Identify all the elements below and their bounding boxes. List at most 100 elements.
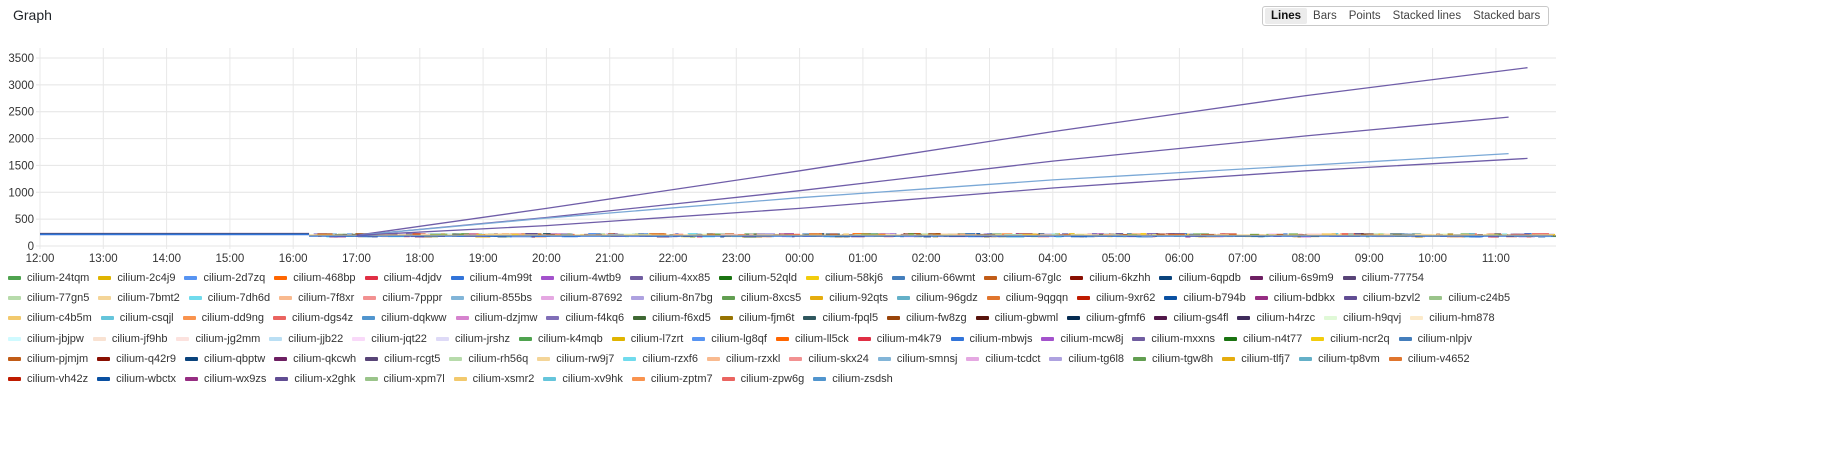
- legend-item[interactable]: cilium-wbctx: [97, 373, 176, 385]
- legend-item[interactable]: cilium-tg6l8: [1049, 353, 1124, 365]
- legend-item[interactable]: cilium-855bs: [451, 292, 532, 304]
- legend-item[interactable]: cilium-77gn5: [8, 292, 89, 304]
- legend-item[interactable]: cilium-hm878: [1410, 312, 1495, 324]
- stacked-lines-mode-button[interactable]: Stacked lines: [1392, 10, 1462, 22]
- legend-item[interactable]: cilium-xpm7l: [364, 373, 445, 385]
- legend-item[interactable]: cilium-24tqm: [8, 272, 89, 284]
- legend-item[interactable]: cilium-pjmjm: [8, 353, 88, 365]
- legend-item[interactable]: cilium-9xr62: [1077, 292, 1155, 304]
- legend-item[interactable]: cilium-bdbkx: [1254, 292, 1335, 304]
- legend-item[interactable]: cilium-smnsj: [877, 353, 957, 365]
- legend-item[interactable]: cilium-n4t77: [1223, 333, 1302, 345]
- legend-item[interactable]: cilium-6s9m9: [1249, 272, 1334, 284]
- legend-item[interactable]: cilium-c4b5m: [8, 312, 92, 324]
- legend-item[interactable]: cilium-96gdz: [896, 292, 978, 304]
- stacked-bars-mode-button[interactable]: Stacked bars: [1473, 10, 1541, 22]
- legend-item[interactable]: cilium-7bmt2: [98, 292, 180, 304]
- legend-item[interactable]: cilium-ll5ck: [775, 333, 849, 345]
- legend-item[interactable]: cilium-lg8qf: [692, 333, 767, 345]
- legend-item[interactable]: cilium-4djdv: [364, 272, 442, 284]
- legend-item[interactable]: cilium-b794b: [1164, 292, 1246, 304]
- legend-item[interactable]: cilium-8xcs5: [721, 292, 801, 304]
- legend-item[interactable]: cilium-h4rzc: [1237, 312, 1315, 324]
- legend-item[interactable]: cilium-qkcwh: [274, 353, 356, 365]
- legend-item[interactable]: cilium-jg2mm: [176, 333, 260, 345]
- legend-item[interactable]: cilium-m4k79: [857, 333, 942, 345]
- legend-item[interactable]: cilium-tlfj7: [1222, 353, 1290, 365]
- legend-item[interactable]: cilium-zptm7: [631, 373, 713, 385]
- legend-item[interactable]: cilium-2d7zq: [184, 272, 265, 284]
- legend-item[interactable]: cilium-52qld: [719, 272, 797, 284]
- legend-item[interactable]: cilium-rzxkl: [706, 353, 780, 365]
- series-line[interactable]: [356, 152, 1509, 236]
- legend-item[interactable]: cilium-87692: [541, 292, 622, 304]
- legend-item[interactable]: cilium-gbwml: [975, 312, 1058, 324]
- series-line[interactable]: [356, 67, 1528, 236]
- legend-item[interactable]: cilium-h9qvj: [1324, 312, 1401, 324]
- legend-item[interactable]: cilium-gs4fl: [1154, 312, 1228, 324]
- points-mode-button[interactable]: Points: [1348, 10, 1381, 22]
- legend-item[interactable]: cilium-4wtb9: [541, 272, 621, 284]
- legend-item[interactable]: cilium-6qpdb: [1159, 272, 1241, 284]
- legend-item[interactable]: cilium-rcgt5: [365, 353, 440, 365]
- legend-item[interactable]: cilium-58kj6: [805, 272, 883, 284]
- legend-item[interactable]: cilium-wx9zs: [185, 373, 266, 385]
- legend-item[interactable]: cilium-7dh6d: [188, 292, 270, 304]
- legend-item[interactable]: cilium-bzvl2: [1343, 292, 1420, 304]
- lines-mode-button[interactable]: Lines: [1265, 8, 1308, 24]
- legend-item[interactable]: cilium-mcw8j: [1041, 333, 1123, 345]
- legend-item[interactable]: cilium-xv9hk: [543, 373, 623, 385]
- legend-item[interactable]: cilium-4xx85: [630, 272, 710, 284]
- legend-item[interactable]: cilium-f6xd5: [633, 312, 711, 324]
- legend-item[interactable]: cilium-77754: [1342, 272, 1424, 284]
- legend-item[interactable]: cilium-fw8zg: [887, 312, 967, 324]
- legend-item[interactable]: cilium-67glc: [984, 272, 1061, 284]
- legend-item[interactable]: cilium-jqt22: [352, 333, 427, 345]
- legend-item[interactable]: cilium-k4mqb: [518, 333, 603, 345]
- legend-item[interactable]: cilium-dd9ng: [182, 312, 264, 324]
- series-line[interactable]: [356, 116, 1509, 236]
- legend-item[interactable]: cilium-xsmr2: [453, 373, 534, 385]
- legend-item[interactable]: cilium-jbjpw: [8, 333, 84, 345]
- legend-item[interactable]: cilium-66wmt: [892, 272, 975, 284]
- legend-item[interactable]: cilium-q42r9: [97, 353, 176, 365]
- legend-item[interactable]: cilium-c24b5: [1429, 292, 1510, 304]
- legend-item[interactable]: cilium-468bp: [274, 272, 356, 284]
- legend-item[interactable]: cilium-tgw8h: [1133, 353, 1213, 365]
- legend-item[interactable]: cilium-7pppr: [363, 292, 442, 304]
- legend-item[interactable]: cilium-ncr2q: [1311, 333, 1390, 345]
- legend-item[interactable]: cilium-fjm6t: [719, 312, 794, 324]
- legend-item[interactable]: cilium-v4652: [1388, 353, 1470, 365]
- legend-item[interactable]: cilium-2c4j9: [98, 272, 175, 284]
- legend-item[interactable]: cilium-qbptw: [185, 353, 265, 365]
- legend-item[interactable]: cilium-fpql5: [803, 312, 878, 324]
- legend-item[interactable]: cilium-jrshz: [435, 333, 510, 345]
- legend-item[interactable]: cilium-4m99t: [450, 272, 532, 284]
- legend-item[interactable]: cilium-jf9hb: [92, 333, 167, 345]
- legend-item[interactable]: cilium-tp8vm: [1299, 353, 1380, 365]
- legend-item[interactable]: cilium-f4kq6: [546, 312, 624, 324]
- legend-item[interactable]: cilium-csqjl: [100, 312, 174, 324]
- legend-item[interactable]: cilium-x2ghk: [275, 373, 356, 385]
- legend-item[interactable]: cilium-zpw6g: [721, 373, 804, 385]
- bars-mode-button[interactable]: Bars: [1313, 10, 1337, 22]
- legend-item[interactable]: cilium-mxxns: [1132, 333, 1215, 345]
- legend-item[interactable]: cilium-dgs4z: [272, 312, 353, 324]
- series-line[interactable]: [356, 157, 1528, 236]
- legend-item[interactable]: cilium-dzjmw: [455, 312, 537, 324]
- legend-item[interactable]: cilium-l7zrt: [611, 333, 683, 345]
- legend-item[interactable]: cilium-rzxf6: [623, 353, 698, 365]
- legend-item[interactable]: cilium-skx24: [789, 353, 869, 365]
- legend-item[interactable]: cilium-rh56q: [449, 353, 528, 365]
- legend-item[interactable]: cilium-tcdct: [966, 353, 1040, 365]
- legend-item[interactable]: cilium-6kzhh: [1070, 272, 1150, 284]
- legend-item[interactable]: cilium-92qts: [810, 292, 888, 304]
- legend-item[interactable]: cilium-9qgqn: [986, 292, 1068, 304]
- legend-item[interactable]: cilium-dqkww: [362, 312, 447, 324]
- legend-item[interactable]: cilium-7f8xr: [279, 292, 354, 304]
- legend-item[interactable]: cilium-mbwjs: [950, 333, 1032, 345]
- legend-item[interactable]: cilium-vh42z: [8, 373, 88, 385]
- legend-item[interactable]: cilium-8n7bg: [631, 292, 713, 304]
- legend-item[interactable]: cilium-nlpjv: [1398, 333, 1472, 345]
